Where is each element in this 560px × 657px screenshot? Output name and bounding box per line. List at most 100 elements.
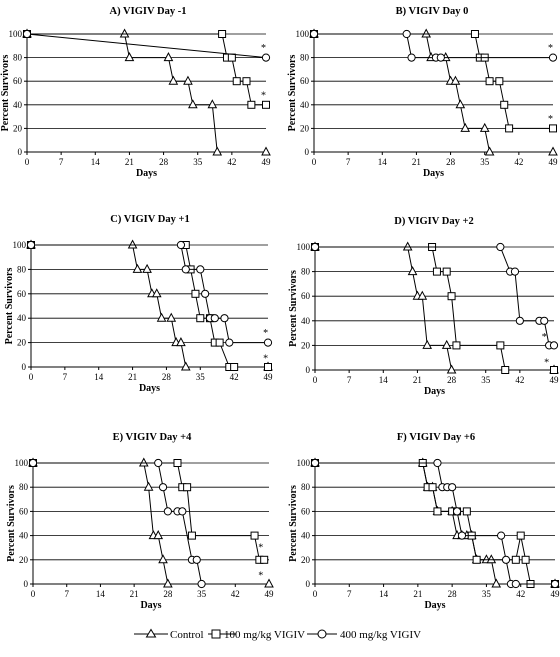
data-point-triangle <box>124 52 135 62</box>
panel-title: B) VIGIV Day 0 <box>396 6 469 17</box>
data-point-circle <box>181 265 190 274</box>
panel-title: F) VIGIV Day +6 <box>397 432 475 443</box>
data-point-triangle <box>407 266 418 276</box>
x-tick-label: 42 <box>515 375 524 385</box>
y-tick-label: 60 <box>13 76 23 86</box>
data-point-circle <box>433 458 442 468</box>
data-point-circle <box>196 265 205 274</box>
series-line <box>31 244 268 344</box>
x-tick-label: 35 <box>481 375 491 385</box>
data-point-square <box>433 507 442 516</box>
series-line <box>27 33 266 106</box>
data-point-square <box>485 77 494 86</box>
series-line <box>314 33 553 59</box>
data-point-square <box>196 314 205 323</box>
data-point-circle <box>452 507 462 516</box>
data-point-square <box>470 30 479 38</box>
data-point-circle <box>436 53 445 62</box>
data-point-circle <box>201 289 210 298</box>
data-point-circle <box>402 29 411 39</box>
series-line <box>33 462 203 585</box>
series-line <box>314 33 553 153</box>
data-point-square <box>227 53 236 62</box>
x-axis-label: Days <box>139 383 160 394</box>
data-point-square <box>516 531 525 540</box>
significance-star: * <box>261 90 266 101</box>
data-point-square <box>218 30 227 38</box>
data-point-triangle <box>180 361 191 371</box>
y-axis-label: Percent Survivors <box>4 268 15 345</box>
series-line <box>315 462 555 585</box>
data-point-square <box>242 77 251 86</box>
x-tick-label: 21 <box>412 157 421 167</box>
x-tick-label: 7 <box>346 157 351 167</box>
y-tick-label: 0 <box>24 579 29 589</box>
y-axis-label: Percent Survivors <box>0 55 11 132</box>
x-tick-label: 28 <box>162 372 172 382</box>
data-point-square <box>549 124 557 133</box>
data-point-triangle <box>212 146 223 156</box>
data-point-triangle <box>402 241 413 251</box>
series-triangle <box>26 239 273 371</box>
x-tick-label: 14 <box>96 589 106 599</box>
series-square <box>27 241 272 371</box>
data-point-circle <box>210 314 219 323</box>
series-line <box>315 462 555 585</box>
y-tick-label: 100 <box>15 458 29 468</box>
x-tick-label: 49 <box>550 375 560 385</box>
data-point-square <box>452 341 461 350</box>
data-point-square <box>472 555 481 564</box>
data-point-circle <box>154 458 163 468</box>
x-axis-label: Days <box>424 386 445 397</box>
significance-star: * <box>258 571 263 582</box>
legend-item-control: Control <box>134 628 204 641</box>
x-tick-label: 0 <box>29 372 34 382</box>
series-triangle <box>22 28 271 156</box>
x-tick-label: 42 <box>514 157 523 167</box>
significance-star: * <box>261 43 266 54</box>
x-axis-label: Days <box>424 600 445 611</box>
data-point-triangle <box>261 146 271 156</box>
data-point-triangle <box>446 364 457 374</box>
x-tick-label: 42 <box>230 372 239 382</box>
y-tick-label: 20 <box>19 555 29 565</box>
data-point-square <box>187 531 196 540</box>
panel-title: C) VIGIV Day +1 <box>110 214 189 225</box>
data-point-square <box>442 267 451 276</box>
data-point-circle <box>192 555 201 564</box>
data-point-triangle <box>138 457 149 467</box>
x-tick-label: 0 <box>25 157 30 167</box>
x-tick-label: 28 <box>159 157 169 167</box>
data-point-circle <box>263 338 273 347</box>
significance-star: * <box>548 114 553 125</box>
data-point-triangle <box>264 578 274 588</box>
y-tick-label: 40 <box>19 531 29 541</box>
data-point-square <box>501 366 510 374</box>
x-tick-label: 7 <box>64 589 69 599</box>
x-axis-label: Days <box>423 168 444 179</box>
data-point-triangle <box>132 263 143 273</box>
data-point-circle <box>163 507 172 516</box>
data-point-circle <box>176 240 186 250</box>
data-point-triangle <box>484 146 495 156</box>
data-point-square <box>173 459 182 467</box>
data-point-triangle <box>207 99 218 109</box>
x-tick-label: 7 <box>347 375 352 385</box>
y-tick-label: 60 <box>300 76 310 86</box>
x-tick-label: 14 <box>379 375 389 385</box>
x-tick-label: 21 <box>125 157 134 167</box>
legend-item-100mg: 100 mg/kg VIGIV <box>208 629 305 641</box>
y-tick-label: 0 <box>305 147 310 157</box>
data-point-square <box>215 338 224 347</box>
series-line <box>33 462 269 585</box>
legend-label-400mg: 400 mg/kg VIGIV <box>340 629 421 641</box>
y-tick-label: 20 <box>17 338 27 348</box>
x-tick-label: 42 <box>516 589 525 599</box>
data-point-triangle <box>168 75 179 85</box>
y-tick-label: 100 <box>296 29 310 39</box>
x-tick-label: 35 <box>480 157 490 167</box>
data-point-triangle <box>156 312 167 322</box>
significance-star: * <box>542 332 547 343</box>
data-point-triangle <box>166 312 177 322</box>
data-point-triangle <box>142 263 152 273</box>
